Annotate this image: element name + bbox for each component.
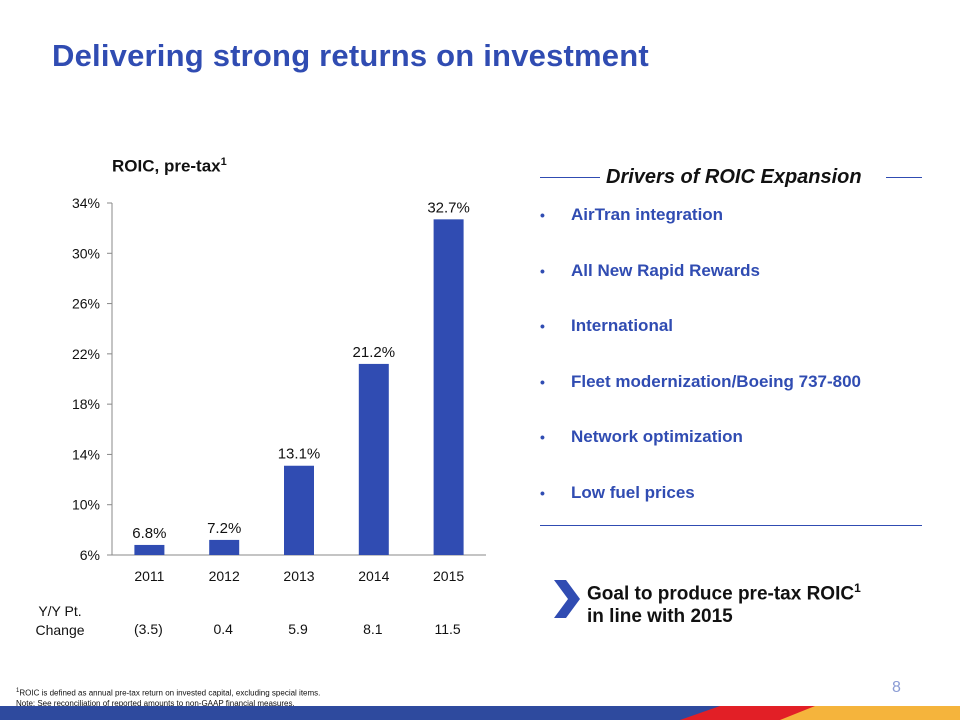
chart-title-text: ROIC, pre-tax (112, 156, 221, 176)
bar-data-label: 21.2% (353, 344, 396, 361)
driver-item-label: Fleet modernization/Boeing 737-800 (571, 371, 862, 391)
footnote: 1ROIC is defined as annual pre-tax retur… (16, 686, 320, 709)
bar (433, 219, 464, 556)
x-tick-label: 2011 (134, 568, 164, 584)
yy-change-value: 0.4 (213, 621, 233, 637)
yy-change-label-line2: Change (35, 622, 85, 638)
yy-change-label-line1: Y/Y Pt. (38, 603, 82, 619)
chart-title-footnote-marker: 1 (220, 156, 227, 168)
drivers-list: • AirTran integration • All New Rapid Rewa… (540, 205, 922, 538)
x-tick-label: 2013 (283, 568, 314, 584)
driver-item: • Network optimization (540, 427, 922, 483)
footer-stripe (0, 706, 960, 720)
y-tick-label: 34% (72, 195, 100, 211)
footer-stripe-yellow (780, 706, 960, 720)
y-tick-label: 18% (72, 396, 100, 412)
bullet-icon: • (540, 429, 545, 445)
drivers-bottom-rule (540, 525, 922, 526)
drivers-header-rule-left (540, 177, 600, 178)
goal-line1-text: Goal to produce pre-tax ROIC (587, 583, 855, 605)
yy-change-label: Y/Y Pt. Change (20, 602, 100, 640)
drivers-header: Drivers of ROIC Expansion (540, 166, 922, 190)
goal-statement: Goal to produce pre-tax ROIC1 in line wi… (587, 577, 861, 628)
driver-item: • AirTran integration (540, 205, 922, 261)
driver-item-label: All New Rapid Rewards (571, 260, 760, 280)
driver-item-label: Low fuel prices (571, 482, 695, 502)
y-tick-label: 14% (72, 446, 100, 462)
bullet-icon: • (540, 318, 545, 334)
chevron-right-icon (554, 580, 580, 618)
bullet-icon: • (540, 373, 545, 390)
bar (134, 544, 165, 555)
yy-change-value: 8.1 (363, 621, 383, 637)
yy-change-value: 11.5 (434, 621, 461, 637)
driver-item: • Low fuel prices (540, 483, 922, 539)
y-tick-label: 30% (72, 245, 100, 261)
goal-line2: in line with 2015 (587, 606, 733, 628)
bar-data-label: 7.2% (207, 520, 241, 537)
chart-title: ROIC, pre-tax1 (112, 156, 227, 177)
bar (358, 363, 389, 555)
footnote-line1: 1ROIC is defined as annual pre-tax retur… (16, 686, 320, 699)
page-number: 8 (892, 679, 901, 696)
footnote-line1-text: ROIC is defined as annual pre-tax return… (19, 688, 321, 698)
x-tick-label: 2014 (358, 568, 389, 584)
footnote-line2: Note: See reconciliation of reported amo… (16, 698, 295, 708)
y-tick-label: 10% (72, 497, 100, 513)
y-tick-label: 6% (80, 547, 100, 563)
footnote-marker: 1 (16, 688, 20, 694)
bullet-icon: • (540, 207, 545, 223)
x-tick-label: 2015 (433, 568, 464, 584)
driver-item-label: AirTran integration (571, 205, 724, 224)
page-title: Delivering strong returns on investment (52, 38, 649, 73)
bullet-icon: • (540, 484, 545, 501)
x-tick-label: 2012 (209, 568, 240, 584)
driver-item-label: Network optimization (571, 427, 743, 446)
y-tick-label: 22% (72, 346, 100, 362)
driver-item-label: International (571, 316, 674, 335)
y-tick-label: 26% (72, 296, 100, 312)
goal-footnote-marker: 1 (854, 581, 861, 595)
bar (209, 539, 240, 555)
driver-item: • Fleet modernization/Boeing 737-800 (540, 372, 922, 428)
yy-change-value: (3.5) (133, 621, 163, 637)
bar-data-label: 13.1% (278, 446, 321, 463)
yy-change-value: 5.9 (288, 621, 308, 637)
bar (284, 465, 314, 555)
bar-data-label: 6.8% (132, 525, 166, 542)
bullet-icon: • (540, 262, 545, 279)
goal-line1: Goal to produce pre-tax ROIC1 (587, 577, 861, 605)
roic-bar-chart: 6% 10% 14% 18% 22% 26% 30% 34% 6.8% 2011 7.2% 2012 1… (72, 195, 486, 584)
bar-data-label: 32.7% (427, 199, 470, 216)
drivers-header-rule-right (886, 177, 922, 178)
driver-item: • All New Rapid Rewards (540, 261, 922, 317)
drivers-heading: Drivers of ROIC Expansion (606, 166, 862, 188)
driver-item: • International (540, 316, 922, 372)
